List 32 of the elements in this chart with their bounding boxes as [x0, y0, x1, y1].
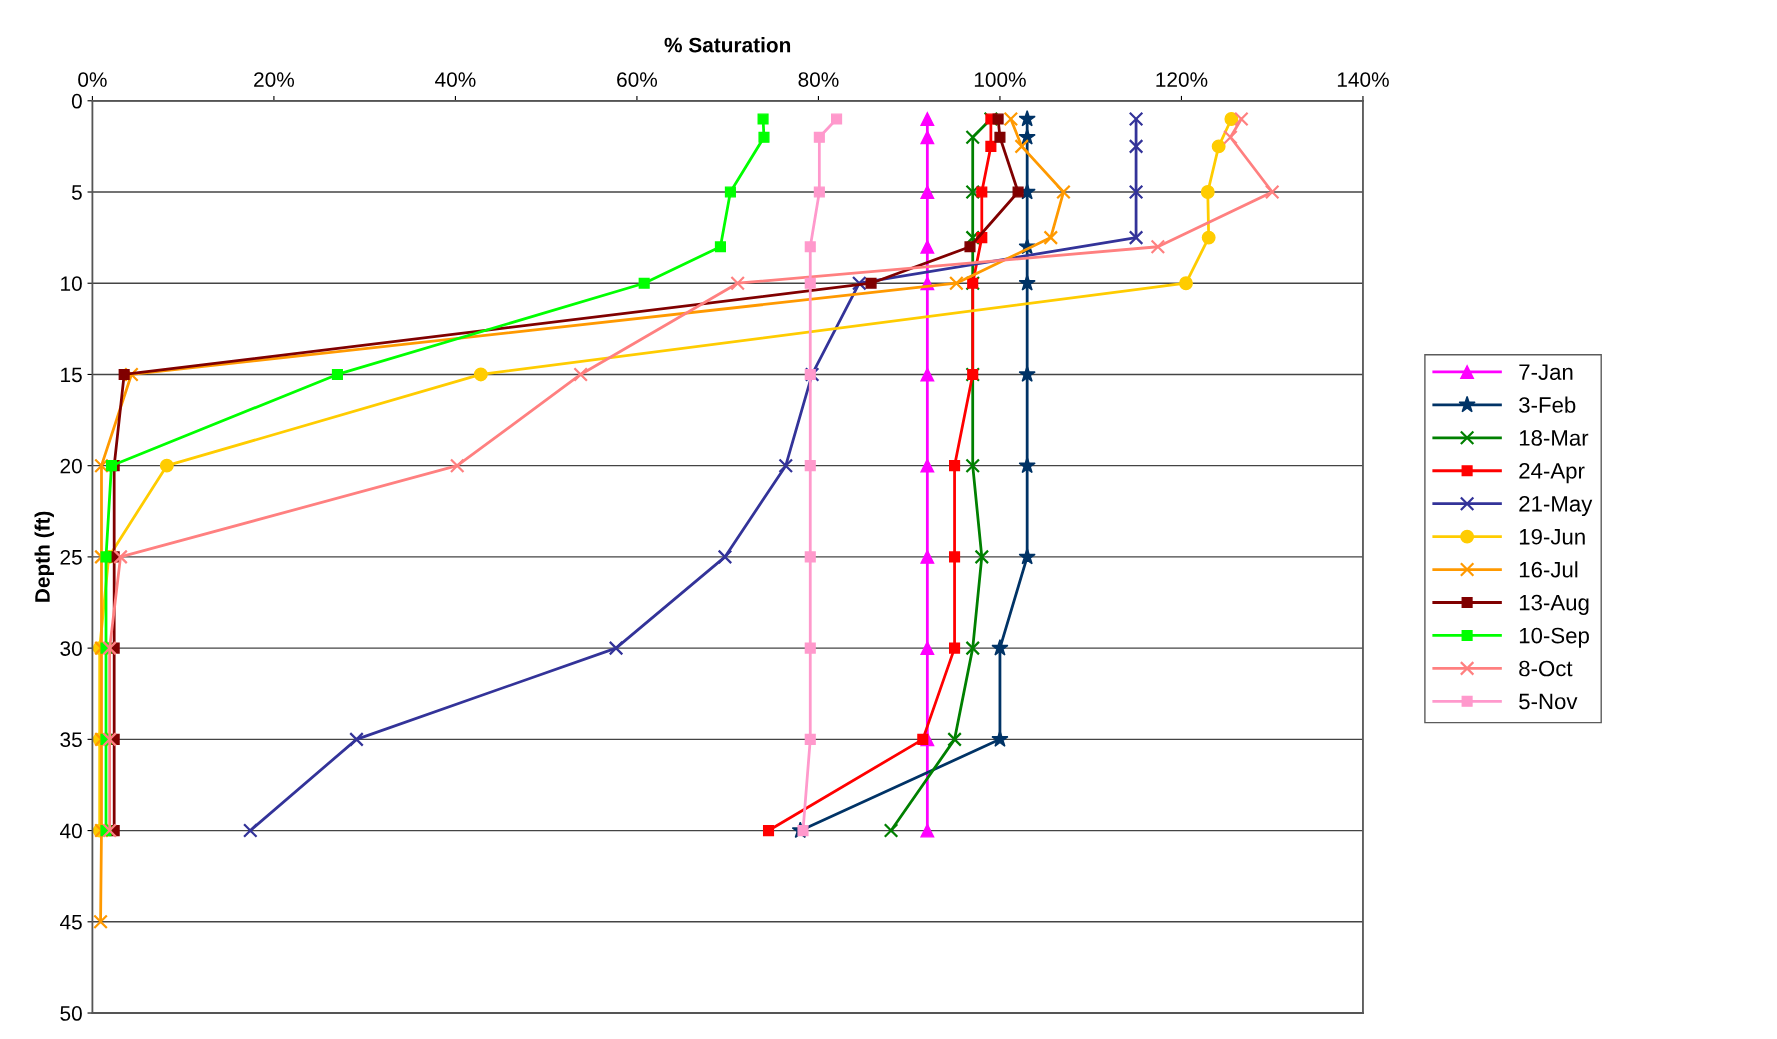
x-tick-label: 100%: [974, 72, 1026, 87]
y-tick-label: 25: [60, 549, 82, 565]
legend-label: 21-May: [1519, 495, 1593, 517]
x-tick-label: 80%: [798, 72, 839, 87]
legend-label: 13-Aug: [1519, 594, 1589, 615]
legend-label: 16-Jul: [1519, 561, 1578, 578]
y-tick-label: 30: [60, 641, 82, 656]
y-tick-label: 35: [60, 732, 82, 748]
y-axis-title: Depth (ft): [34, 511, 54, 602]
legend-label: 7-Jan: [1519, 364, 1573, 380]
x-tick-label: 140%: [1337, 72, 1389, 87]
legend-label: 10-Sep: [1519, 627, 1589, 648]
legend-label: 3-Feb: [1519, 396, 1576, 413]
y-tick-label: 50: [60, 1006, 82, 1021]
y-tick-label: 40: [59, 823, 82, 839]
x-tick-label: 120%: [1156, 72, 1208, 87]
legend-label: 24-Apr: [1519, 463, 1585, 484]
x-tick-label: 20%: [254, 72, 295, 87]
y-tick-label: 5: [71, 185, 82, 200]
x-axis-title: % Saturation: [664, 37, 791, 53]
legend-label: 18-Mar: [1519, 430, 1589, 446]
x-tick-label: 60%: [617, 72, 658, 87]
y-tick-label: 15: [61, 367, 82, 383]
y-tick-label: 10: [61, 276, 82, 291]
y-tick-label: 20: [60, 458, 82, 474]
y-tick-label: 45: [59, 915, 82, 930]
y-tick-label: 0: [71, 93, 82, 109]
x-tick-label: 0%: [78, 72, 107, 87]
x-tick-label: 40%: [435, 72, 476, 87]
legend-label: 5-Nov: [1519, 693, 1578, 710]
legend-label: 19-Jun: [1519, 528, 1585, 545]
legend-label: 8-Oct: [1519, 660, 1573, 677]
